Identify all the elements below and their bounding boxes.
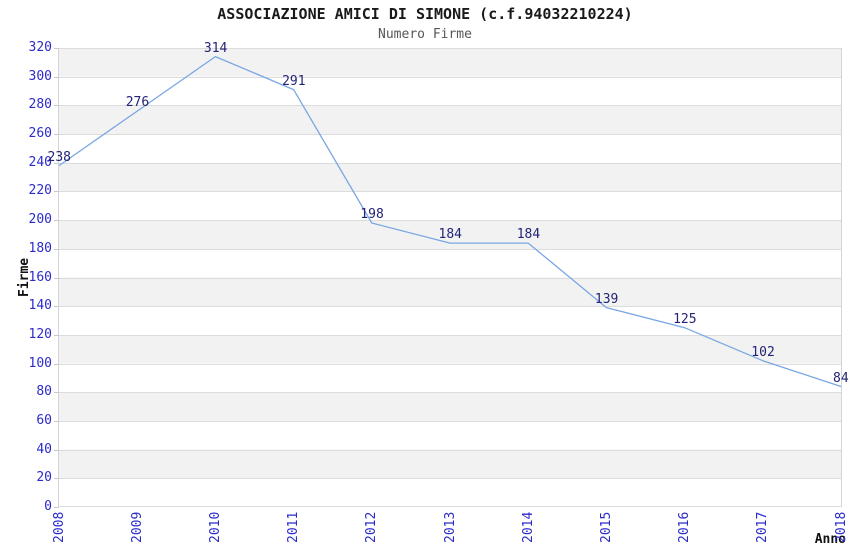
plot-area xyxy=(58,48,842,507)
y-tick-mark xyxy=(54,335,59,336)
y-tick-mark xyxy=(54,450,59,451)
y-tick-mark xyxy=(54,77,59,78)
x-tick-label: 2016 xyxy=(677,511,693,543)
data-label: 102 xyxy=(751,344,775,360)
data-label: 84 xyxy=(833,370,849,386)
y-tick-mark xyxy=(54,306,59,307)
data-label: 291 xyxy=(282,73,306,89)
y-tick-mark xyxy=(54,249,59,250)
x-tick-label: 2012 xyxy=(364,511,380,543)
y-tick-label: 280 xyxy=(28,97,52,113)
y-tick-label: 160 xyxy=(28,269,52,285)
x-tick-label: 2010 xyxy=(207,511,223,543)
y-tick-label: 120 xyxy=(28,326,52,342)
y-tick-mark xyxy=(54,364,59,365)
x-tick-label: 2014 xyxy=(520,511,536,543)
x-tick-label: 2017 xyxy=(755,511,771,543)
line-series xyxy=(58,55,842,388)
y-tick-mark xyxy=(54,105,59,106)
y-tick-label: 60 xyxy=(36,412,52,428)
data-label: 184 xyxy=(438,227,462,243)
y-tick-label: 300 xyxy=(28,68,52,84)
x-tick-label: 2011 xyxy=(286,511,302,543)
data-label: 125 xyxy=(673,311,697,327)
y-tick-mark xyxy=(54,478,59,479)
x-tick-label: 2015 xyxy=(598,511,614,543)
y-tick-mark xyxy=(54,191,59,192)
y-tick-mark xyxy=(54,220,59,221)
y-tick-mark xyxy=(54,507,59,508)
y-tick-label: 40 xyxy=(36,441,52,457)
data-label: 139 xyxy=(594,291,619,307)
chart-subtitle: Numero Firme xyxy=(378,27,472,42)
data-label: 198 xyxy=(360,206,384,222)
data-label: 238 xyxy=(47,149,71,165)
data-label: 276 xyxy=(125,95,150,111)
x-axis-title: Anno xyxy=(814,532,846,547)
y-tick-mark xyxy=(54,278,59,279)
y-tick-mark xyxy=(54,421,59,422)
y-tick-label: 260 xyxy=(28,126,52,142)
y-tick-mark xyxy=(54,392,59,393)
y-tick-label: 320 xyxy=(28,40,52,55)
y-tick-label: 20 xyxy=(36,470,52,486)
y-tick-mark xyxy=(54,48,59,49)
y-tick-label: 80 xyxy=(36,384,52,400)
x-tick-label: 2009 xyxy=(129,511,145,543)
series-svg xyxy=(58,48,842,507)
y-tick-label: 240 xyxy=(28,154,52,170)
y-tick-label: 200 xyxy=(28,212,52,228)
x-tick-label: 2013 xyxy=(442,511,458,543)
x-tick-label: 2018 xyxy=(833,511,849,543)
y-tick-label: 180 xyxy=(28,240,52,256)
x-tick-label: 2008 xyxy=(51,511,67,543)
y-tick-label: 140 xyxy=(28,298,52,314)
chart-title: ASSOCIAZIONE AMICI DI SIMONE (c.f.940322… xyxy=(217,5,633,23)
y-tick-label: 100 xyxy=(28,355,52,371)
data-label: 314 xyxy=(203,40,228,56)
data-label: 184 xyxy=(516,227,541,243)
y-tick-mark xyxy=(54,163,59,164)
y-tick-mark xyxy=(54,134,59,135)
y-tick-label: 220 xyxy=(28,183,52,199)
y-tick-label: 0 xyxy=(44,499,52,514)
